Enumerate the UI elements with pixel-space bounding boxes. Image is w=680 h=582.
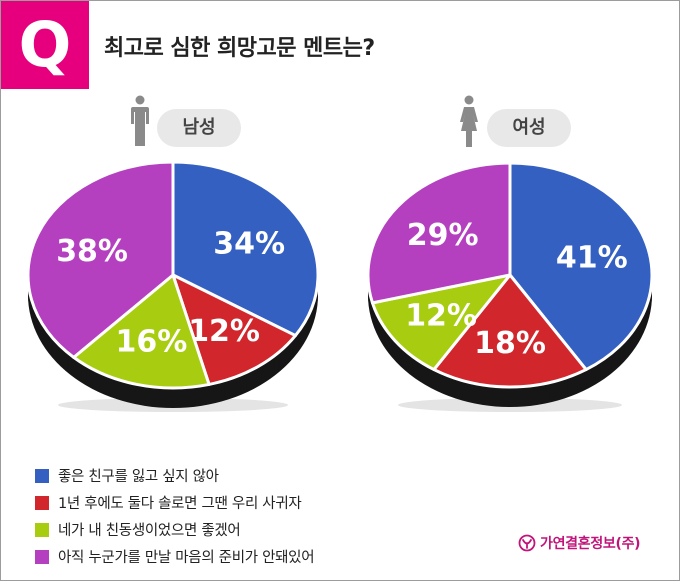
pie-slice-purple bbox=[26, 160, 175, 359]
pie-data-label: 34% bbox=[213, 226, 285, 261]
legend-item: 아직 누군가를 만날 마음의 준비가 안돼있어 bbox=[35, 543, 315, 570]
pie-data-label: 18% bbox=[474, 326, 546, 361]
page-title: 최고로 심한 희망고문 멘트는? bbox=[104, 36, 375, 61]
legend-label: 아직 누군가를 만날 마음의 준비가 안돼있어 bbox=[58, 550, 315, 566]
pie-slice-red bbox=[171, 273, 297, 386]
legend-item: 1년 후에도 둘다 솔로면 그땐 우리 사귀자 bbox=[35, 489, 314, 516]
brand: 가연결혼정보(주) bbox=[518, 533, 641, 553]
pie-slice-green bbox=[370, 273, 512, 372]
legend-swatch-green bbox=[35, 522, 49, 537]
pie-data-label: 16% bbox=[115, 325, 187, 360]
pie-data-label: 29% bbox=[407, 218, 479, 253]
pie-data-label: 12% bbox=[188, 314, 260, 349]
group-label-female: 여성 bbox=[487, 109, 571, 147]
pie-data-label: 12% bbox=[405, 299, 477, 334]
legend-item: 네가 내 친동생이었으면 좋겠어 bbox=[35, 516, 314, 543]
brand-name: 가연결혼정보(주) bbox=[540, 536, 641, 552]
pie-slice-green bbox=[72, 273, 211, 390]
legend-label: 좋은 친구를 잃고 싶지 않아 bbox=[58, 469, 219, 485]
legend-swatch-blue bbox=[35, 468, 49, 483]
pie-data-label: 38% bbox=[56, 234, 128, 269]
legend-label: 네가 내 친동생이었으면 좋겠어 bbox=[58, 523, 241, 539]
female-person-icon bbox=[460, 95, 478, 147]
group-label-male: 남성 bbox=[157, 109, 241, 147]
pie-slice-purple bbox=[366, 161, 512, 305]
legend-item: 좋은 친구를 잃고 싶지 않아 bbox=[35, 462, 314, 489]
pie-data-label: 41% bbox=[556, 240, 628, 275]
pie-slice-red bbox=[432, 273, 588, 389]
legend-swatch-red bbox=[35, 495, 49, 510]
pie-chart-female: 41% 18%12% 29% bbox=[366, 161, 654, 412]
gayeon-logo-icon bbox=[518, 534, 536, 552]
question-badge: Q bbox=[1, 1, 89, 89]
pie-chart-male: 34% 12%16% 38% bbox=[26, 160, 320, 412]
male-person-icon bbox=[131, 95, 149, 146]
legend: 좋은 친구를 잃고 싶지 않아 1년 후에도 둘다 솔로면 그땐 우리 사귀자 … bbox=[35, 462, 315, 570]
legend-label: 1년 후에도 둘다 솔로면 그땐 우리 사귀자 bbox=[58, 496, 302, 512]
legend-swatch-purple bbox=[35, 549, 49, 564]
